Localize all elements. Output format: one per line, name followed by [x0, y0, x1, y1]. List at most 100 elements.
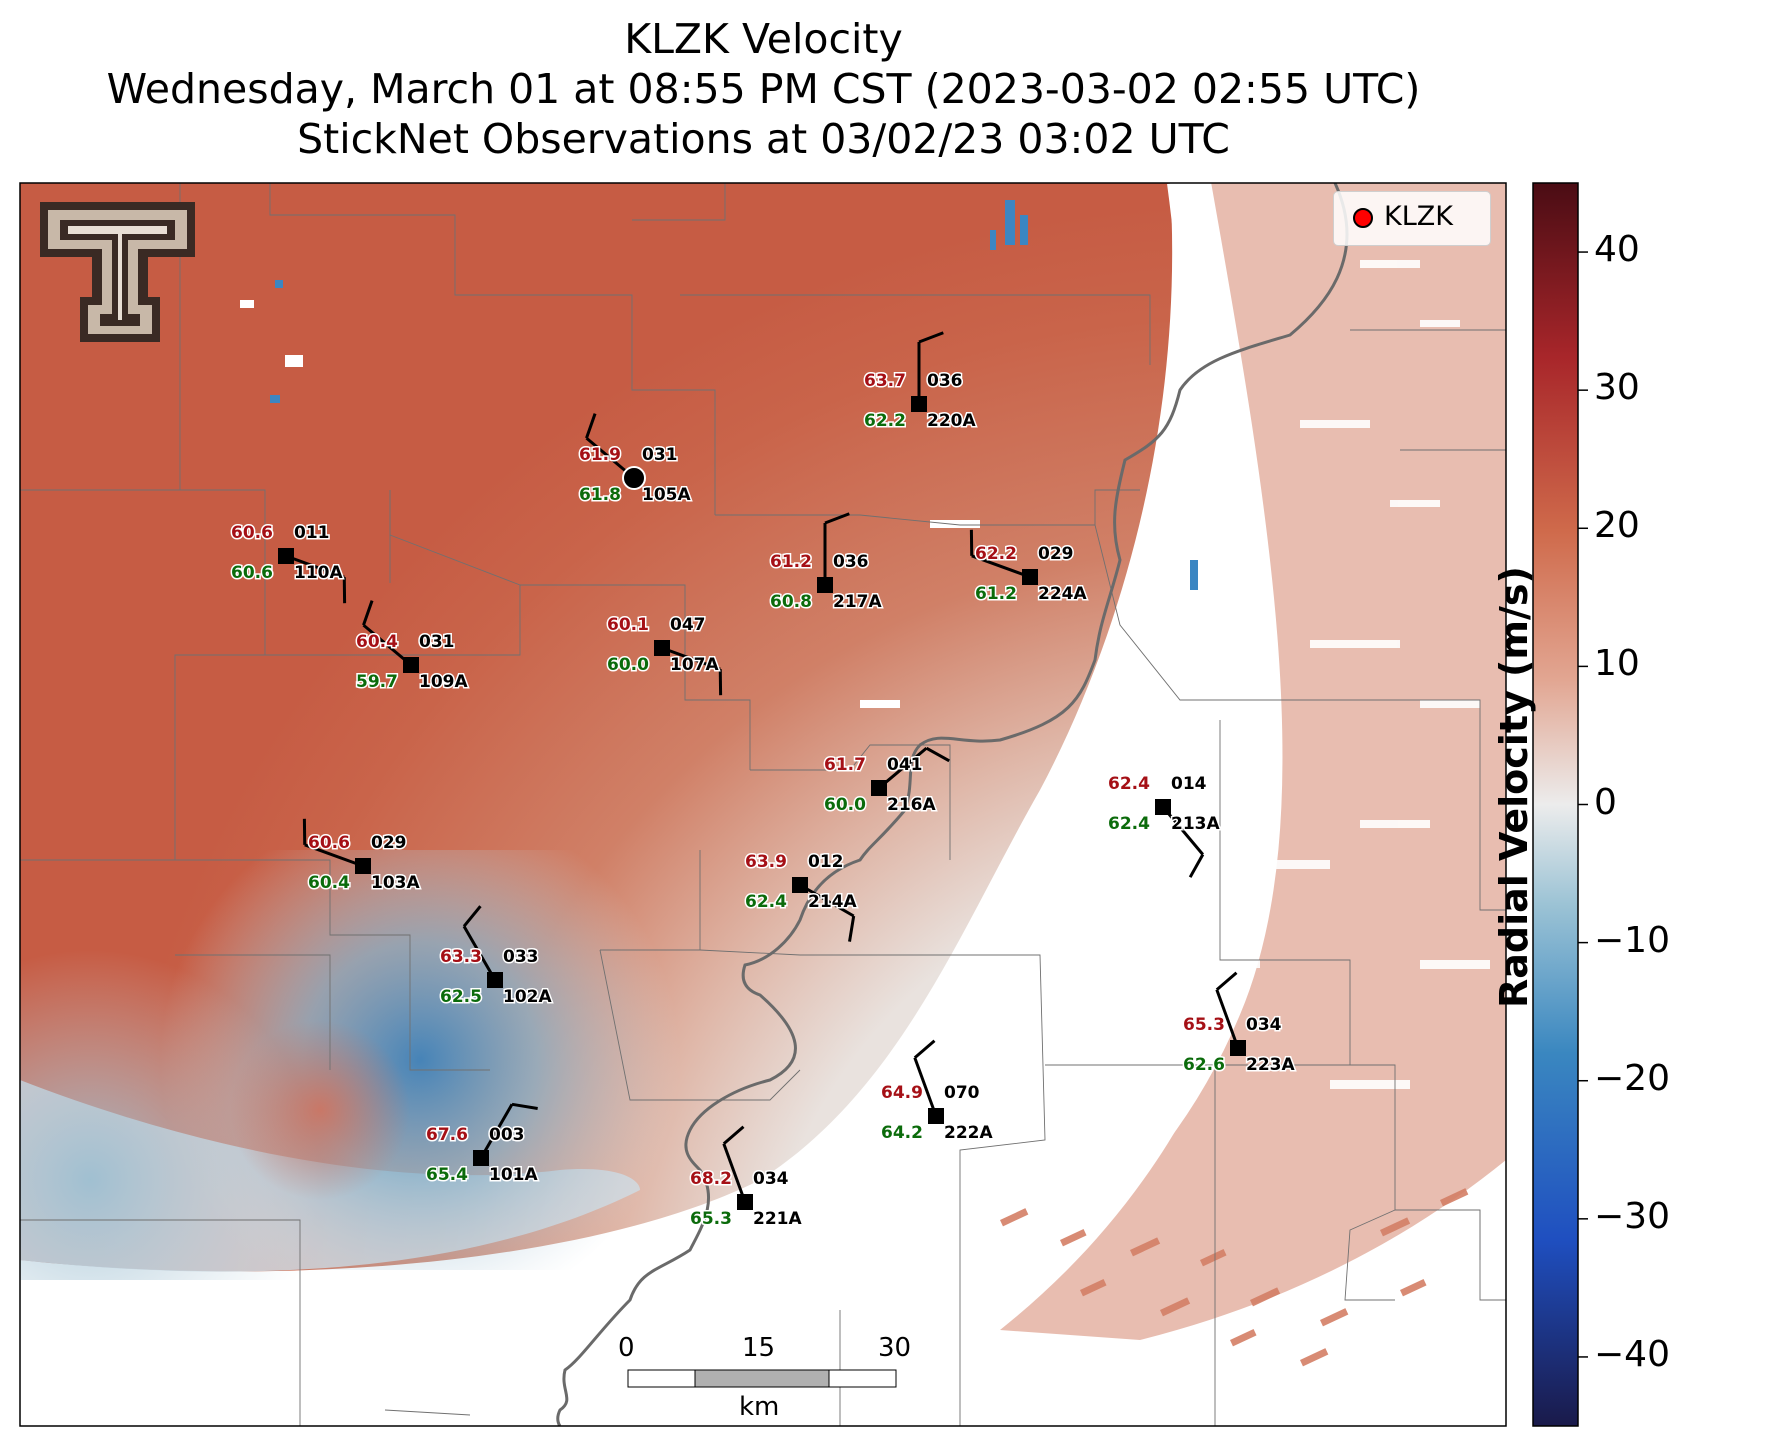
- station-dewpoint: 59.7: [356, 672, 398, 692]
- station-temperature: 61.2: [770, 552, 812, 572]
- wind-barb-staff: [722, 1143, 747, 1203]
- station-temperature: 60.4: [356, 632, 398, 652]
- station-wind-direction: 011: [294, 523, 330, 543]
- station-dewpoint: 60.8: [770, 592, 812, 612]
- radar-site-marker-icon: [1353, 208, 1373, 228]
- station-marker: [355, 858, 371, 874]
- scalebar-tick-15: 15: [742, 1333, 776, 1363]
- wind-barb-flag: [913, 1039, 936, 1059]
- station-dewpoint: 62.2: [864, 411, 906, 431]
- station-wind-direction: 031: [419, 632, 455, 652]
- station-wind-direction: 034: [1246, 1015, 1282, 1035]
- station-temperature: 62.4: [1108, 774, 1150, 794]
- wind-barb-staff: [913, 1057, 938, 1117]
- station-temperature: 63.9: [745, 852, 787, 872]
- scalebar-tick-0: 0: [618, 1333, 635, 1363]
- colorbar-tick-label: 0: [1594, 781, 1617, 823]
- station-id: 221A: [753, 1209, 802, 1229]
- station-marker: [278, 548, 294, 564]
- station-temperature: 60.6: [231, 523, 273, 543]
- station-temperature: 68.2: [690, 1169, 732, 1189]
- station-dewpoint: 62.5: [440, 987, 482, 1007]
- wind-barb-flag: [362, 600, 374, 626]
- scale-bar: [627, 1369, 897, 1388]
- colorbar-label: Radial Velocity (m/s): [1492, 566, 1536, 1008]
- station-dewpoint: 60.6: [231, 563, 273, 583]
- station-dewpoint: 64.2: [881, 1123, 923, 1143]
- county-boundaries: [20, 183, 1506, 1426]
- title-line-3: StickNet Observations at 03/02/23 03:02 …: [297, 115, 1230, 163]
- station-id: 224A: [1038, 584, 1087, 604]
- station-temperature: 65.3: [1183, 1015, 1225, 1035]
- station-marker: [792, 877, 808, 893]
- station-wind-direction: 029: [1038, 544, 1074, 564]
- scalebar-tick-30: 30: [878, 1333, 912, 1363]
- wind-barb-flag: [925, 746, 950, 763]
- station-dewpoint: 65.4: [426, 1165, 468, 1185]
- station-marker: [1155, 799, 1171, 815]
- colorbar-tick-label: −10: [1594, 919, 1670, 961]
- station-id: 101A: [489, 1165, 538, 1185]
- station-wind-direction: 033: [503, 947, 539, 967]
- station-dewpoint: 60.0: [824, 795, 866, 815]
- station-wind-direction: 003: [489, 1125, 525, 1145]
- wind-barb-flag: [1188, 853, 1205, 878]
- station-marker: [1230, 1040, 1246, 1056]
- texas-tech-logo: [40, 202, 195, 342]
- wind-barb-staff: [1215, 989, 1240, 1049]
- station-id: 223A: [1246, 1055, 1295, 1075]
- station-wind-direction: 047: [670, 615, 706, 635]
- station-marker: [1022, 569, 1038, 585]
- station-wind-direction: 031: [642, 445, 678, 465]
- station-marker: [737, 1194, 753, 1210]
- station-marker: [487, 972, 503, 988]
- wind-barb-flag: [722, 1125, 745, 1145]
- station-id: 222A: [944, 1123, 993, 1143]
- legend-label: KLZK: [1384, 201, 1453, 232]
- wind-barb-staff: [479, 1103, 514, 1159]
- station-temperature: 67.6: [426, 1125, 468, 1145]
- station-marker: [911, 396, 927, 412]
- station-marker: [817, 577, 833, 593]
- colorbar-tick-label: 40: [1594, 229, 1640, 271]
- map-frame: [19, 182, 1507, 1427]
- station-dewpoint: 62.6: [1183, 1055, 1225, 1075]
- station-marker: [654, 640, 670, 656]
- station-temperature: 61.7: [824, 755, 866, 775]
- radar-site-marker: [622, 466, 646, 490]
- station-id: 214A: [808, 892, 857, 912]
- station-temperature: 60.1: [607, 615, 649, 635]
- station-id: 109A: [419, 672, 468, 692]
- station-temperature: 60.6: [308, 833, 350, 853]
- station-wind-direction: 034: [753, 1169, 789, 1189]
- wind-barb-staff: [285, 554, 345, 579]
- station-dewpoint: 62.4: [745, 892, 787, 912]
- wind-barb-flag: [918, 331, 944, 344]
- state-boundary-river: [556, 183, 1349, 1426]
- colorbar-tick-label: −30: [1594, 1195, 1670, 1237]
- title-line-2: Wednesday, March 01 at 08:55 PM CST (202…: [106, 65, 1421, 113]
- station-temperature: 61.9: [579, 445, 621, 465]
- wind-barb-flag: [585, 413, 597, 439]
- station-dewpoint: 60.0: [607, 655, 649, 675]
- station-dewpoint: 61.8: [579, 485, 621, 505]
- colorbar-tick-label: −40: [1594, 1333, 1670, 1375]
- station-temperature: 62.2: [975, 544, 1017, 564]
- station-dewpoint: 65.3: [690, 1209, 732, 1229]
- station-id: 110A: [294, 563, 343, 583]
- station-temperature: 63.3: [440, 947, 482, 967]
- station-id: 107A: [670, 655, 719, 675]
- station-id: 216A: [887, 795, 936, 815]
- station-wind-direction: 070: [944, 1083, 980, 1103]
- station-id: 103A: [371, 873, 420, 893]
- wind-barb-staff: [304, 843, 364, 868]
- station-wind-direction: 014: [1171, 774, 1207, 794]
- colorbar-tick-label: 20: [1594, 505, 1640, 547]
- wind-barb-flag: [848, 915, 856, 942]
- wind-barb-flag: [1215, 971, 1238, 991]
- station-wind-direction: 036: [927, 371, 963, 391]
- wind-barb-staff: [661, 646, 721, 671]
- colorbar-tick-label: 10: [1594, 643, 1640, 685]
- scalebar-unit: km: [739, 1392, 780, 1422]
